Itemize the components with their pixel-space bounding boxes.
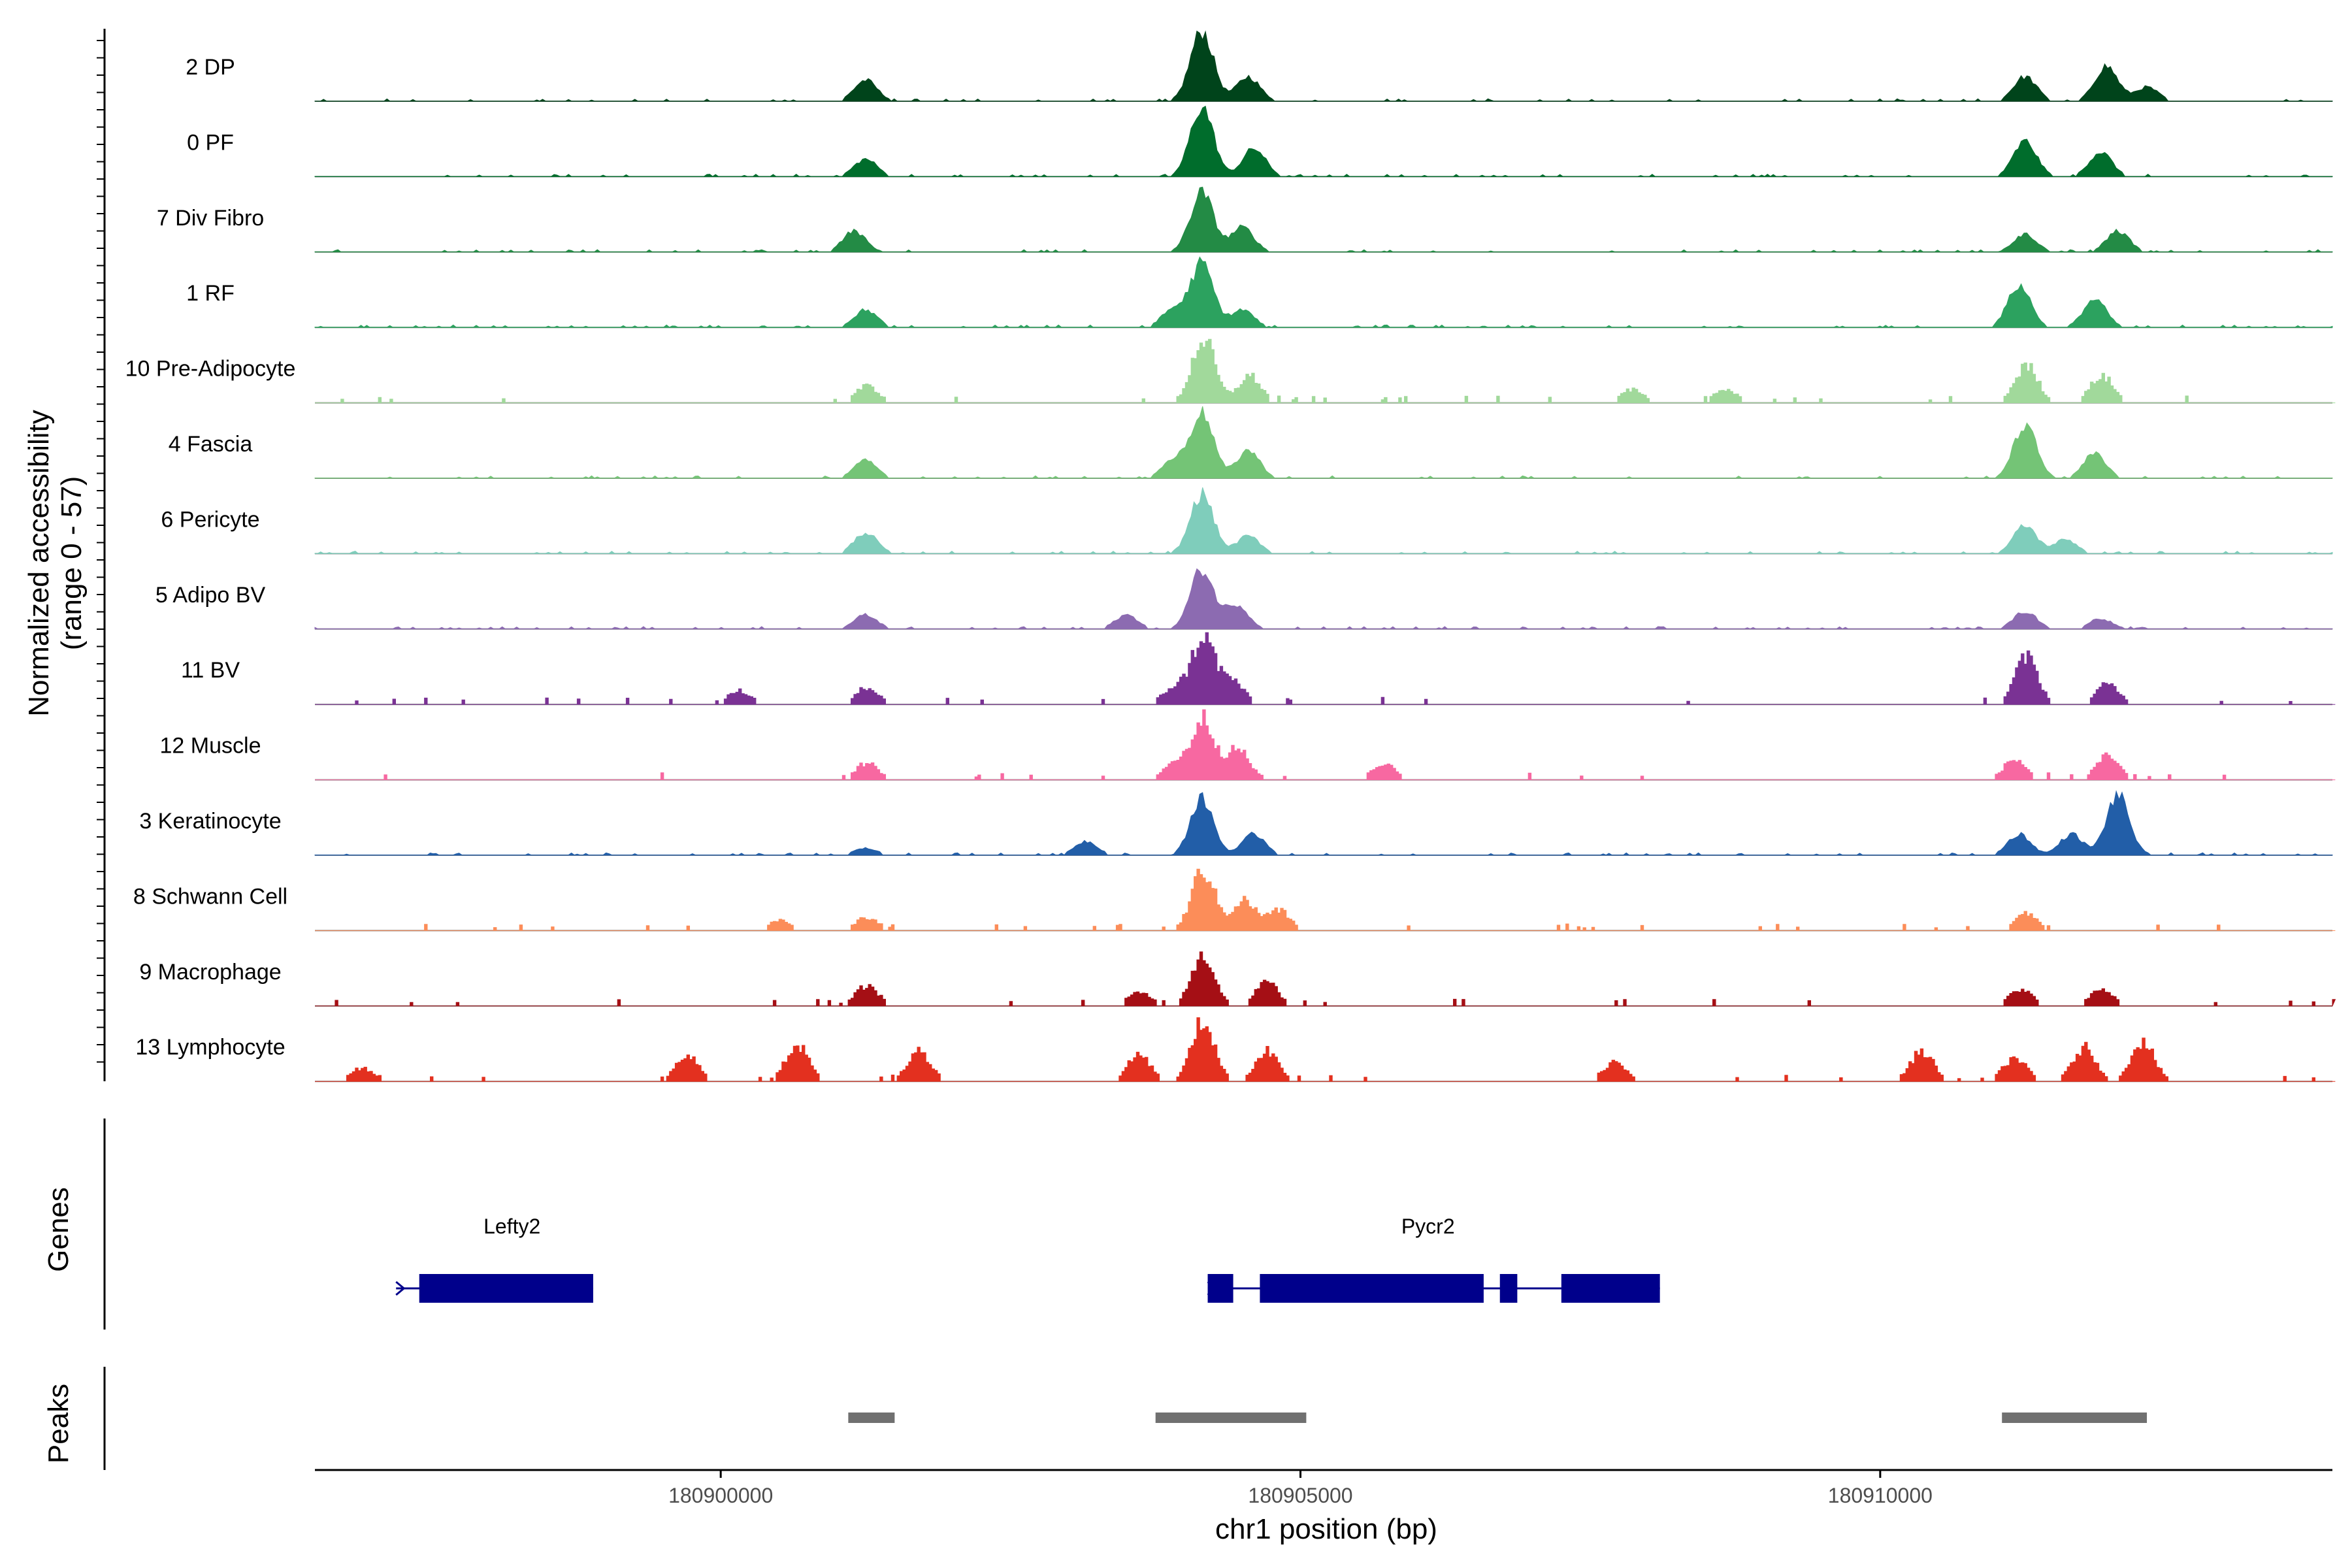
track-label: 12 Muscle <box>160 734 261 759</box>
coverage-area <box>315 632 2336 705</box>
track-label: 0 PF <box>187 130 234 155</box>
coverage-area <box>315 338 2336 404</box>
gene-exon <box>1207 1274 1233 1303</box>
track-9: 12 Muscle <box>160 709 2336 781</box>
track-2: 7 Div Fibro <box>157 186 2333 253</box>
coverage-area <box>314 105 2333 177</box>
coverage-area <box>315 1017 2336 1082</box>
track-3: 1 RF <box>186 256 2333 329</box>
track-label: 2 DP <box>186 55 235 80</box>
track-11: 8 Schwann Cell <box>133 868 2336 932</box>
gene-name: Lefty2 <box>483 1215 540 1238</box>
track-label: 7 Div Fibro <box>157 206 264 231</box>
x-tick-label: 180900000 <box>668 1484 773 1507</box>
track-7: 5 Adipo BV <box>155 568 2333 630</box>
genes-panel-label: Genes <box>42 1187 74 1272</box>
x-axis-label: chr1 position (bp) <box>1215 1513 1437 1545</box>
coverage-area <box>314 790 2333 856</box>
y-axis-label: Normalized accessibility <box>23 410 55 716</box>
y-axis-range-label: (range 0 - 57) <box>56 476 88 651</box>
gene-0: Lefty2 <box>395 1215 593 1303</box>
track-12: 9 Macrophage <box>139 951 2336 1007</box>
coverage-area <box>314 406 2333 479</box>
x-tick-label: 180910000 <box>1828 1484 1933 1507</box>
track-label: 4 Fascia <box>169 432 253 457</box>
track-5: 4 Fascia <box>169 406 2333 479</box>
coverage-area <box>314 256 2333 328</box>
coverage-area <box>314 186 2333 253</box>
gene-exon <box>1499 1274 1518 1303</box>
peaks-panel <box>103 1367 2148 1470</box>
track-label: 6 Pericyte <box>161 507 259 532</box>
track-label: 3 Keratinocyte <box>139 809 281 834</box>
track-label: 13 Lymphocyte <box>135 1035 285 1060</box>
peak-region <box>2002 1413 2148 1423</box>
peak-region <box>848 1413 895 1423</box>
coverage-area <box>315 709 2336 781</box>
coverage-area <box>314 30 2333 102</box>
peaks-panel-label: Peaks <box>42 1384 74 1463</box>
x-axis: 180900000 180905000 180910000 <box>315 1469 2332 1507</box>
coverage-area <box>314 568 2333 630</box>
track-label: 11 BV <box>181 658 240 683</box>
genes-panel: Lefty2 Pycr2 <box>103 1119 1660 1330</box>
gene-exon <box>1260 1274 1484 1303</box>
coverage-area <box>315 951 2336 1007</box>
track-0: 2 DP <box>186 30 2333 102</box>
gene-1: Pycr2 <box>1207 1215 1660 1303</box>
track-4: 10 Pre-Adipocyte <box>125 338 2336 404</box>
track-label: 10 Pre-Adipocyte <box>125 357 296 382</box>
track-1: 0 PF <box>187 105 2333 178</box>
coverage-area <box>314 487 2333 554</box>
peak-region <box>1155 1413 1307 1423</box>
track-label: 9 Macrophage <box>139 960 281 985</box>
track-label: 8 Schwann Cell <box>133 884 287 909</box>
track-13: 13 Lymphocyte <box>135 1017 2336 1083</box>
track-10: 3 Keratinocyte <box>139 790 2333 856</box>
strand-arrow-icon <box>395 1281 406 1296</box>
gene-name: Pycr2 <box>1401 1215 1455 1238</box>
track-8: 11 BV <box>181 632 2336 706</box>
track-6: 6 Pericyte <box>161 487 2333 555</box>
x-tick-label: 180905000 <box>1248 1484 1352 1507</box>
gene-exon <box>1561 1274 1660 1303</box>
track-label: 1 RF <box>186 281 235 306</box>
gene-exon <box>419 1274 593 1303</box>
coverage-area <box>315 868 2336 931</box>
coverage-panel: 2 DP 0 PF 7 Div Fibro 1 RF 10 Pre-Adipocyte 4… <box>97 29 2336 1083</box>
track-label: 5 Adipo BV <box>155 583 266 608</box>
